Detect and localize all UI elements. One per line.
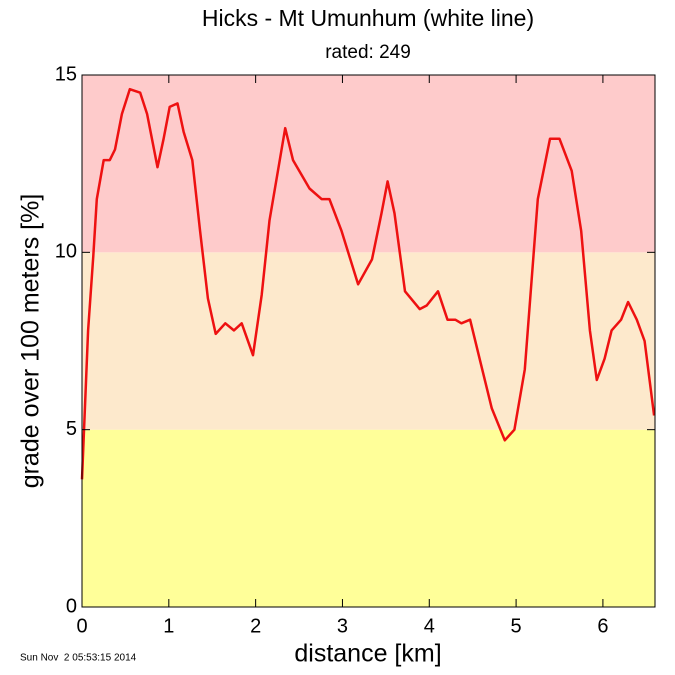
y-tick-label: 15 — [55, 63, 77, 85]
band — [82, 252, 655, 430]
y-axis-label: grade over 100 meters [%] — [17, 194, 45, 489]
plot — [80, 87, 656, 480]
x-tick-label: 4 — [424, 615, 435, 637]
bands — [82, 75, 655, 607]
x-tick-label: 1 — [163, 615, 174, 637]
y-tick-label: 0 — [66, 595, 77, 617]
band — [82, 429, 655, 607]
chart-subtitle: rated: 249 — [325, 42, 411, 63]
x-tick-label: 5 — [511, 615, 522, 637]
plot-frame — [81, 74, 656, 608]
x-tick-label: 2 — [250, 615, 261, 637]
x-tick-label: 0 — [76, 615, 87, 637]
chart-title: Hicks - Mt Umunhum (white line) — [202, 5, 534, 31]
x-tick-label: 3 — [337, 615, 348, 637]
x-tick-label: 6 — [597, 615, 608, 637]
y-tick-label: 5 — [66, 418, 77, 440]
timestamp: Sun Nov 2 05:53:15 2014 — [20, 653, 137, 664]
x-axis-label: distance [km] — [294, 640, 441, 668]
line — [80, 87, 656, 480]
y-tick-label: 10 — [55, 241, 77, 263]
